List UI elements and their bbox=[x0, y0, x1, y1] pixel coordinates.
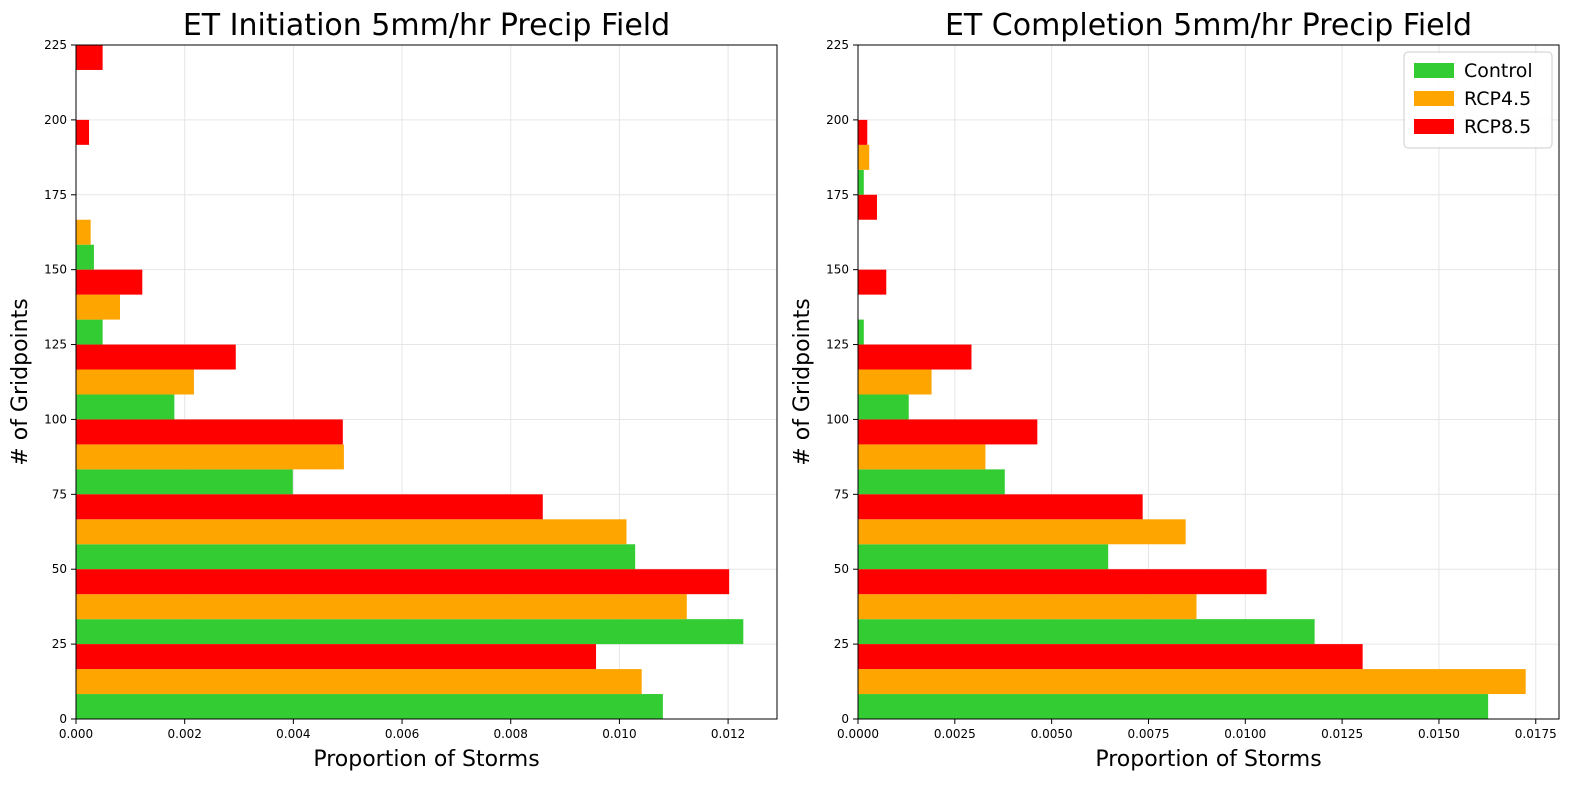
y-tick-label: 0 bbox=[59, 712, 67, 726]
bar-rcp85-bin-50 bbox=[76, 494, 543, 520]
y-tick-label: 100 bbox=[826, 412, 849, 426]
bar-rcp85-bin-175 bbox=[858, 119, 868, 145]
bar-rcp85-bin-175 bbox=[76, 119, 90, 145]
y-tick-label: 150 bbox=[44, 263, 67, 277]
bar-control-bin-75 bbox=[76, 469, 293, 495]
y-tick-label: 150 bbox=[826, 263, 849, 277]
bar-rcp85-bin-125 bbox=[76, 269, 143, 295]
legend-swatch-control bbox=[1414, 63, 1454, 78]
x-tick-label: 0.000 bbox=[59, 727, 93, 741]
bar-rcp45-bin-25 bbox=[76, 594, 687, 620]
x-tick-label: 0.0100 bbox=[1224, 727, 1266, 741]
y-tick-label: 25 bbox=[52, 637, 67, 651]
y-tick-label: 75 bbox=[834, 487, 849, 501]
bar-rcp85-bin-0 bbox=[858, 644, 1363, 670]
y-tick-label: 100 bbox=[44, 412, 67, 426]
y-tick-label: 25 bbox=[834, 637, 849, 651]
bar-rcp85-bin-75 bbox=[858, 419, 1038, 445]
bar-control-bin-75 bbox=[858, 469, 1005, 495]
x-axis-title: Proportion of Storms bbox=[313, 747, 539, 772]
y-tick-label: 225 bbox=[826, 38, 849, 52]
legend-label-control: Control bbox=[1464, 60, 1533, 82]
bar-rcp45-bin-25 bbox=[858, 594, 1197, 620]
bar-rcp45-bin-0 bbox=[76, 669, 642, 695]
bar-control-bin-0 bbox=[858, 694, 1489, 719]
bar-control-bin-150 bbox=[76, 244, 94, 270]
bar-rcp45-bin-0 bbox=[858, 669, 1526, 695]
bar-rcp85-bin-100 bbox=[858, 344, 972, 370]
x-tick-label: 0.004 bbox=[276, 727, 310, 741]
legend: Control RCP4.5 RCP8.5 bbox=[1403, 51, 1553, 149]
bar-rcp85-bin-100 bbox=[76, 344, 236, 370]
y-tick-label: 200 bbox=[44, 113, 67, 127]
y-tick-label: 175 bbox=[826, 188, 849, 202]
bar-control-bin-125 bbox=[76, 319, 103, 345]
plot-frame bbox=[75, 44, 778, 720]
y-tick-label: 50 bbox=[52, 562, 67, 576]
x-tick-label: 0.002 bbox=[168, 727, 202, 741]
bar-rcp85-bin-50 bbox=[858, 494, 1143, 520]
chart-title: ET Completion 5mm/hr Precip Field bbox=[945, 8, 1472, 43]
y-tick-label: 175 bbox=[44, 188, 67, 202]
legend-swatch-rcp45 bbox=[1414, 91, 1454, 106]
bar-rcp45-bin-125 bbox=[76, 294, 121, 320]
x-tick-label: 0.012 bbox=[711, 727, 745, 741]
legend-label-rcp85: RCP8.5 bbox=[1464, 116, 1531, 138]
bar-rcp85-bin-25 bbox=[858, 569, 1267, 595]
panel-et-initiation: 0.000 0.002 0.004 0.006 0.008 0.010 0.012 0 25 50… bbox=[8, 8, 778, 772]
bar-rcp45-bin-100 bbox=[76, 369, 194, 395]
y-axis-title: # of Gridpoints bbox=[790, 298, 815, 465]
y-tick-label: 75 bbox=[52, 487, 67, 501]
y-axis-title: # of Gridpoints bbox=[8, 298, 33, 465]
bar-control-bin-50 bbox=[858, 544, 1109, 570]
bar-control-bin-25 bbox=[76, 619, 744, 645]
x-tick-label: 0.008 bbox=[494, 727, 528, 741]
x-tick-label: 0.0000 bbox=[837, 727, 879, 741]
bar-rcp85-bin-0 bbox=[76, 644, 597, 670]
bar-rcp85-bin-200 bbox=[76, 45, 103, 70]
y-tick-label: 125 bbox=[44, 338, 67, 352]
bar-rcp45-bin-50 bbox=[76, 519, 627, 545]
bar-control-bin-25 bbox=[858, 619, 1315, 645]
bar-rcp85-bin-125 bbox=[858, 269, 887, 295]
panel-et-completion: 0.0000 0.0025 0.0050 0.0075 0.0100 0.0125 0.01… bbox=[790, 8, 1560, 772]
bar-rcp45-bin-175 bbox=[858, 144, 870, 170]
legend-swatch-rcp85 bbox=[1414, 119, 1454, 134]
x-tick-label: 0.0175 bbox=[1515, 727, 1557, 741]
x-tick-label: 0.0150 bbox=[1418, 727, 1460, 741]
bar-rcp45-bin-50 bbox=[858, 519, 1186, 545]
y-tick-label: 125 bbox=[826, 338, 849, 352]
x-tick-label: 0.0075 bbox=[1127, 727, 1169, 741]
bar-control-bin-175 bbox=[858, 169, 864, 195]
bar-rcp85-bin-150 bbox=[858, 194, 877, 220]
x-tick-label: 0.010 bbox=[602, 727, 636, 741]
bar-control-bin-50 bbox=[76, 544, 636, 570]
x-tick-label: 0.0050 bbox=[1031, 727, 1073, 741]
y-tick-label: 200 bbox=[826, 113, 849, 127]
chart-title: ET Initiation 5mm/hr Precip Field bbox=[183, 8, 670, 43]
legend-label-rcp45: RCP4.5 bbox=[1464, 88, 1531, 110]
bar-control-bin-100 bbox=[858, 394, 909, 420]
bar-control-bin-100 bbox=[76, 394, 175, 420]
y-tick-label: 225 bbox=[44, 38, 67, 52]
x-tick-label: 0.0125 bbox=[1321, 727, 1363, 741]
bar-rcp45-bin-100 bbox=[858, 369, 932, 395]
y-tick-label: 0 bbox=[841, 712, 849, 726]
bar-rcp45-bin-150 bbox=[76, 219, 91, 245]
bar-rcp85-bin-75 bbox=[76, 419, 343, 445]
y-tick-label: 50 bbox=[834, 562, 849, 576]
bar-rcp45-bin-75 bbox=[858, 444, 986, 470]
x-tick-label: 0.0025 bbox=[934, 727, 976, 741]
x-axis-title: Proportion of Storms bbox=[1095, 747, 1321, 772]
x-tick-label: 0.006 bbox=[385, 727, 419, 741]
bar-control-bin-125 bbox=[858, 319, 864, 345]
bar-control-bin-0 bbox=[76, 694, 663, 719]
bar-rcp45-bin-75 bbox=[76, 444, 344, 470]
plot-frame bbox=[857, 44, 1560, 720]
bar-rcp85-bin-25 bbox=[76, 569, 730, 595]
